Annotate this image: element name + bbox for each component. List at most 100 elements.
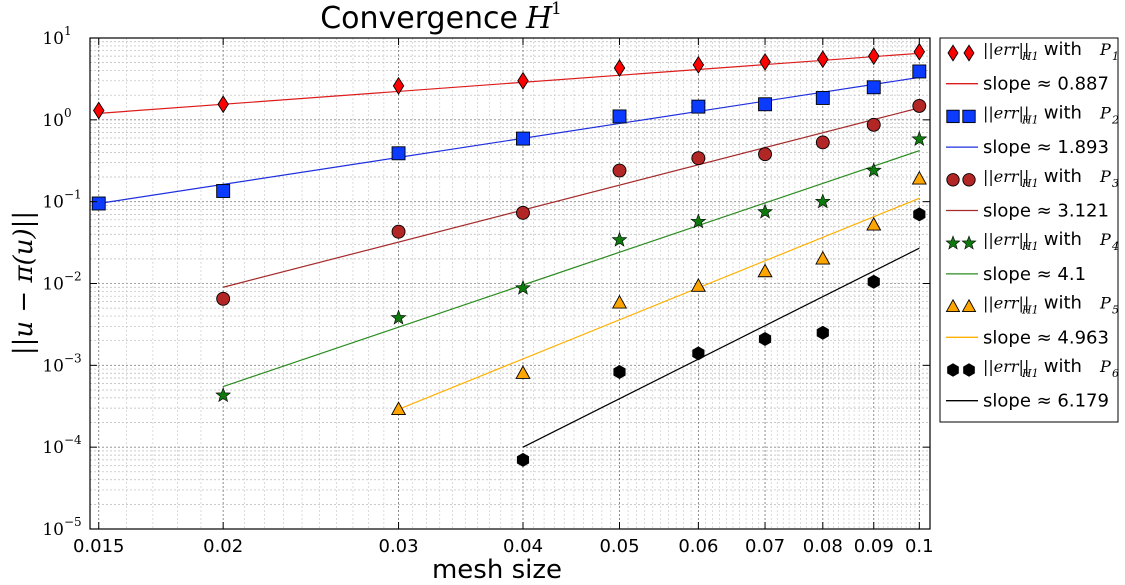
data-point [217, 95, 229, 114]
x-tick-label: 0.06 [678, 536, 718, 557]
legend-err-norm: ||err|| [983, 167, 1029, 186]
data-point [216, 291, 231, 306]
legend-marker [946, 109, 960, 124]
data-point [516, 452, 530, 467]
series-2-markers [91, 64, 927, 211]
legend-with-text: with [1038, 102, 1088, 123]
legend-entry: slope ≈ 4.1 [946, 264, 1086, 285]
legend-slope-text: slope ≈ 0.887 [983, 74, 1109, 95]
data-point [611, 294, 628, 309]
legend-slope-text: slope ≈ 4.963 [983, 327, 1109, 348]
legend-marker [962, 109, 976, 124]
legend-slope-text: slope ≈ 3.121 [983, 201, 1109, 222]
legend-norm-subscript: H1 [1021, 50, 1039, 63]
data-point [611, 231, 628, 247]
legend-slope-text: slope ≈ 4.1 [983, 264, 1086, 285]
legend-err-norm: ||err|| [983, 357, 1029, 376]
legend-with-text: with [1038, 229, 1088, 250]
data-point [215, 386, 232, 403]
data-point [816, 325, 829, 340]
legend-entry: slope ≈ 0.887 [946, 74, 1109, 95]
fit-line-series-6 [522, 247, 920, 448]
legend-frame [939, 37, 1119, 423]
legend-marker [963, 363, 975, 377]
data-point [391, 146, 406, 161]
y-tick-label-exponent: −1 [64, 188, 82, 202]
data-point [690, 213, 707, 229]
chart-title-text: Convergence [320, 1, 518, 36]
y-tick-label: 10 −2 [42, 270, 81, 295]
chart-title: Convergence H 1 [320, 0, 562, 36]
y-tick-label-base: 10 [42, 111, 64, 131]
x-tick-label: 0.07 [745, 536, 785, 557]
data-point [913, 207, 926, 222]
legend-slope-text: slope ≈ 1.893 [983, 137, 1109, 158]
data-point [866, 117, 881, 132]
fit-line-series-1 [98, 52, 920, 114]
data-point [867, 274, 880, 289]
data-point [690, 277, 706, 292]
data-point [516, 131, 530, 146]
y-tick-label: 10 −3 [42, 351, 81, 376]
legend-p-subscript: 3 [1112, 177, 1119, 190]
y-tick-label-base: 10 [42, 275, 64, 295]
data-point [757, 203, 773, 219]
fit-line-series-5 [398, 197, 920, 410]
legend-p-subscript: 2 [1111, 113, 1119, 126]
legend-err-norm: ||err|| [983, 40, 1029, 59]
data-point [815, 135, 830, 150]
legend-norm-subscript: H1 [1021, 367, 1039, 380]
data-point [866, 80, 881, 95]
chart-title-math: H [525, 1, 553, 36]
data-point [91, 196, 106, 211]
data-point [516, 205, 530, 220]
y-tick-label-base: 10 [42, 193, 64, 213]
legend-entry: slope ≈ 6.179 [946, 391, 1109, 412]
legend-marker [961, 235, 977, 250]
legend-entry: slope ≈ 3.121 [946, 201, 1109, 222]
data-point [612, 109, 627, 124]
y-tick-label-exponent: −5 [64, 515, 82, 529]
legend-p-label: P [1099, 294, 1111, 313]
data-point [392, 76, 405, 95]
data-point [612, 163, 627, 178]
data-point [758, 331, 772, 346]
data-point [691, 151, 706, 166]
data-point [515, 279, 531, 295]
x-tick-label: 0.015 [73, 536, 125, 557]
data-point [868, 47, 880, 66]
data-point [815, 91, 830, 105]
legend-marker [946, 173, 960, 187]
data-point [758, 147, 772, 162]
data-point [866, 216, 882, 231]
legend-p-label: P [1099, 40, 1111, 59]
legend-p-label: P [1099, 357, 1111, 376]
grid [90, 37, 930, 530]
legend-p-subscript: 1 [1112, 50, 1119, 63]
legend-norm-subscript: H1 [1021, 304, 1039, 317]
legend-marker [962, 173, 976, 187]
legend-p-subscript: 4 [1111, 240, 1119, 253]
series-3-markers [216, 98, 927, 306]
data-point [613, 364, 626, 379]
data-point [913, 42, 926, 61]
legend-slope-text: slope ≈ 6.179 [983, 391, 1109, 412]
y-tick-label-exponent: 1 [64, 24, 72, 38]
y-tick-label: 10 0 [42, 106, 71, 131]
y-axis-label: ||u − π(u)|| [9, 211, 39, 355]
x-tick-label: 0.03 [379, 536, 419, 557]
data-point [911, 170, 927, 185]
legend-marker [961, 298, 977, 313]
data-point [517, 71, 529, 90]
fit-lines [98, 52, 920, 448]
legend-entry: slope ≈ 1.893 [946, 137, 1109, 158]
axes: 0.015 0.02 0.03 0.04 0.05 0.06 0.07 0.08 0.09 0.1… [42, 24, 933, 557]
legend-marker [945, 235, 961, 250]
legend-err-norm: ||err|| [983, 103, 1029, 122]
data-point [815, 250, 831, 265]
data-point [692, 346, 705, 361]
data-point [817, 50, 829, 69]
